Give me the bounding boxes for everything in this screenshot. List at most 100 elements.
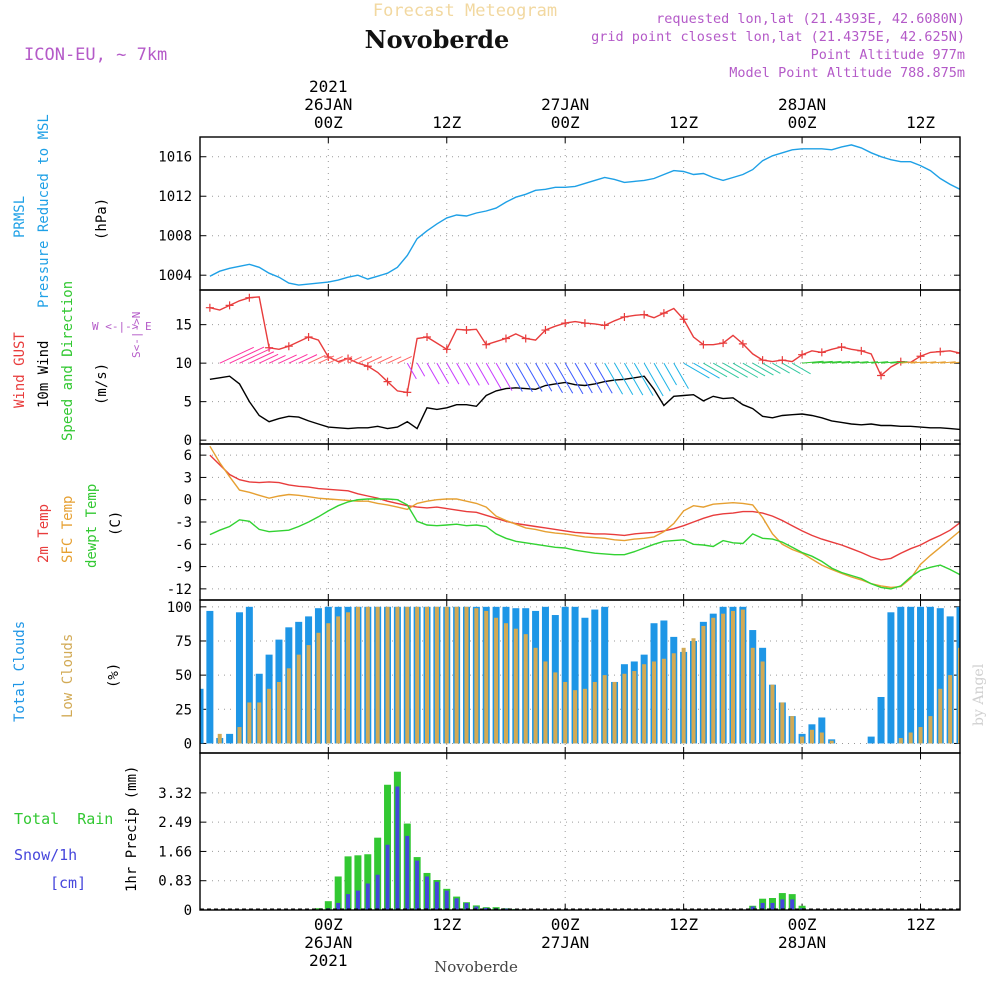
- gust-marker: [205, 303, 214, 312]
- bar: [346, 894, 351, 910]
- wind-arrow: [416, 362, 426, 377]
- time-label: 28JAN: [778, 933, 826, 952]
- y-tick-label: 100: [167, 600, 192, 616]
- wind-arrow: [811, 360, 833, 364]
- y-tick-label: 2.49: [158, 815, 192, 831]
- series-line: [209, 498, 960, 590]
- bar: [986, 607, 993, 744]
- gust-marker: [817, 348, 826, 357]
- wind-arrow: [505, 362, 523, 392]
- bar: [602, 675, 607, 744]
- panel-frame: [199, 752, 961, 911]
- wind-arrow: [980, 361, 1000, 363]
- gust-marker: [659, 309, 668, 318]
- bar: [563, 681, 568, 744]
- wind-arrow: [554, 362, 574, 394]
- gust-marker: [561, 319, 570, 328]
- bar: [591, 609, 599, 744]
- wind-arrow: [990, 362, 1000, 364]
- bar: [336, 902, 341, 910]
- wind-arrow: [259, 353, 279, 364]
- wind-arrow: [495, 362, 513, 391]
- bar: [908, 732, 913, 744]
- bar: [798, 905, 806, 910]
- wind-arrow: [614, 362, 634, 396]
- gust-marker: [877, 371, 886, 380]
- bar: [612, 681, 617, 744]
- gust-marker: [501, 334, 510, 343]
- gust-marker: [265, 343, 274, 352]
- wind-arrow: [722, 362, 748, 378]
- bar: [503, 908, 508, 910]
- bar: [887, 612, 895, 744]
- gust-marker: [541, 326, 550, 335]
- wind-arrow: [851, 361, 869, 364]
- wind-arrow: [367, 356, 382, 364]
- bar: [780, 899, 785, 910]
- bar: [622, 673, 627, 744]
- bar: [790, 716, 795, 744]
- gust-marker: [442, 345, 451, 354]
- gust-marker: [738, 339, 747, 348]
- bar: [434, 881, 439, 910]
- model-label: ICON-EU, ~ 7km: [24, 45, 167, 65]
- gust-marker: [423, 332, 432, 341]
- bar: [336, 616, 341, 744]
- y-tick-label: 1016: [158, 150, 192, 166]
- wind-arrow: [574, 362, 593, 394]
- bar: [374, 837, 382, 910]
- y-tick-label: 0.83: [158, 874, 192, 890]
- bar: [434, 606, 439, 744]
- bar: [354, 855, 362, 910]
- time-label: 12Z: [906, 915, 935, 934]
- bar: [276, 681, 281, 744]
- y-tick-label: 0: [184, 493, 192, 509]
- wind10-label: 10m Wind: [36, 341, 52, 408]
- clouds-panel: 0 25 50 75 100: [167, 599, 1000, 754]
- wind-arrow: [663, 362, 677, 386]
- wind-arrow: [446, 362, 460, 385]
- bar: [958, 647, 960, 744]
- wind-arrow: [545, 362, 563, 393]
- footer-location: Novoberde: [434, 958, 518, 976]
- bar: [454, 898, 459, 910]
- wind-arrow: [693, 362, 720, 379]
- bar: [306, 645, 311, 744]
- bar: [247, 702, 252, 744]
- time-label: 00Z: [788, 113, 817, 132]
- bar: [681, 647, 686, 744]
- bar: [523, 634, 528, 744]
- bar: [425, 876, 430, 910]
- gridpoint-coords: grid point closest lon,lat (21.4375E, 42…: [591, 29, 965, 45]
- bar: [484, 610, 489, 744]
- bar: [257, 702, 262, 744]
- wind-arrow: [328, 356, 343, 364]
- y-tick-label: -3: [175, 515, 192, 531]
- wind-arrow: [623, 362, 644, 396]
- gust-marker: [857, 346, 866, 355]
- bar: [364, 854, 372, 910]
- gust-marker: [719, 339, 728, 348]
- series-line: [209, 454, 960, 561]
- gust-marker: [284, 342, 293, 351]
- wind-arrow: [525, 362, 543, 392]
- wind-arrow: [831, 361, 851, 364]
- bar: [543, 661, 548, 744]
- wind-arrow: [920, 361, 937, 364]
- bar: [996, 607, 1000, 744]
- time-label: 00Z: [551, 113, 580, 132]
- bar: [226, 733, 234, 744]
- bar: [936, 608, 944, 744]
- wind-arrow: [406, 362, 417, 380]
- gust-marker: [679, 315, 688, 324]
- bar: [405, 606, 410, 744]
- wind-arrow: [950, 361, 960, 364]
- bar: [474, 906, 479, 910]
- wind-arrow: [397, 356, 412, 364]
- y-tick-label: 3: [184, 470, 192, 486]
- bar: [988, 702, 992, 743]
- y-tick-label: -12: [167, 582, 192, 598]
- bar: [464, 902, 469, 910]
- bar: [314, 908, 322, 910]
